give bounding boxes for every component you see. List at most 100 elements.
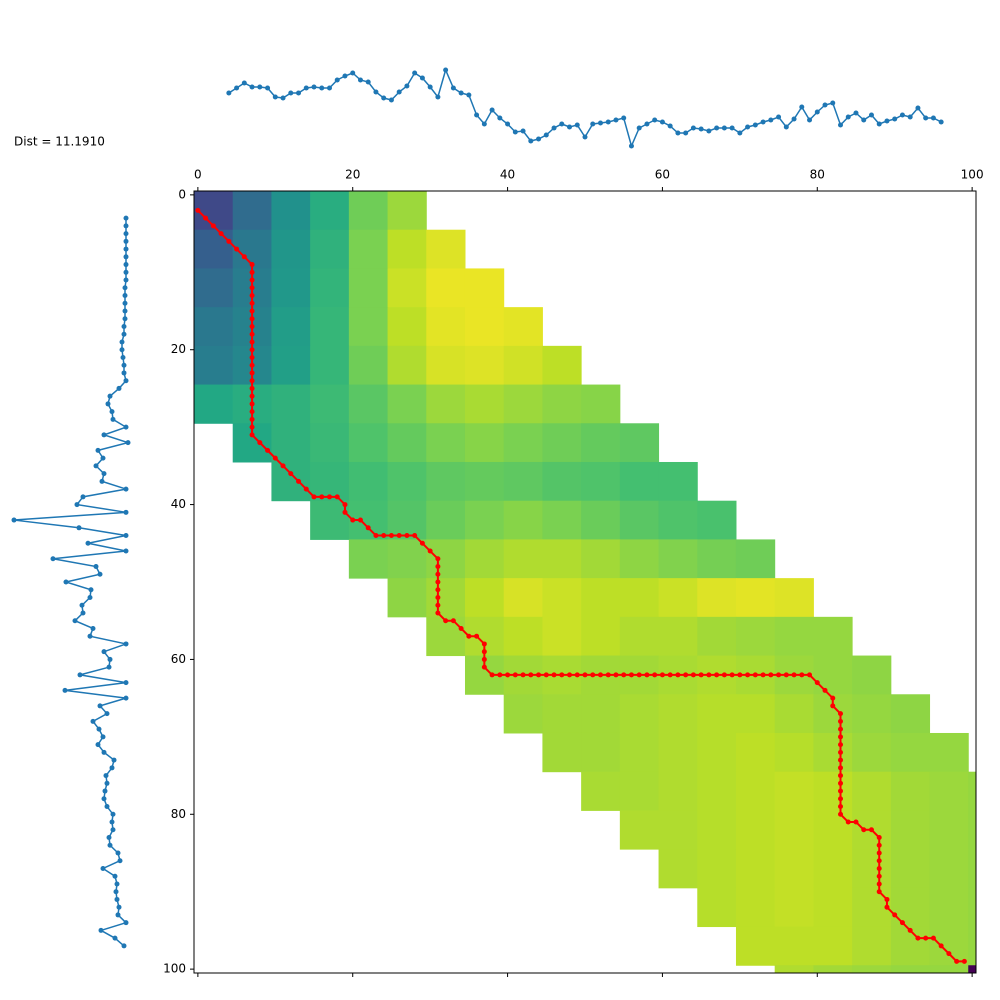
path-point <box>249 323 255 329</box>
path-point <box>412 533 418 539</box>
series-point <box>752 122 758 128</box>
heat-cell <box>735 732 776 773</box>
heat-cell <box>542 732 582 773</box>
heat-cell <box>581 500 621 540</box>
axes-frame <box>193 190 977 974</box>
heat-cell <box>658 810 698 850</box>
heat-cell <box>387 539 427 579</box>
heat-cell <box>426 616 466 657</box>
heat-cell <box>658 539 698 579</box>
series-point <box>11 517 17 523</box>
heat-cell <box>464 268 505 308</box>
series-point <box>93 564 99 570</box>
series-point <box>474 112 480 118</box>
heat-cell <box>194 229 234 269</box>
heat-cell <box>774 578 814 618</box>
path-point <box>613 672 619 678</box>
heat-cell <box>348 268 389 308</box>
path-point <box>249 393 255 399</box>
path-point <box>435 587 441 593</box>
heat-cell <box>968 849 976 889</box>
path-point <box>342 509 348 515</box>
heat-cell <box>310 307 350 347</box>
series-point <box>683 130 689 136</box>
series-point <box>110 416 116 422</box>
path-point <box>899 920 905 926</box>
series-point <box>97 571 103 577</box>
heat-cell <box>774 732 814 773</box>
path-point <box>621 672 627 678</box>
path-point <box>838 718 844 724</box>
heat-cell <box>852 965 892 973</box>
heat-cell <box>735 887 776 928</box>
path-point <box>497 672 503 678</box>
series-point <box>95 742 101 748</box>
series-point <box>125 440 131 446</box>
heat-cell <box>852 732 892 773</box>
path-point <box>597 672 603 678</box>
series-point <box>636 125 642 131</box>
series-point <box>481 121 487 127</box>
path-point <box>838 811 844 817</box>
heat-cell <box>581 423 621 463</box>
heat-cell <box>542 539 582 579</box>
heat-cell <box>619 461 660 502</box>
heat-cell <box>387 191 427 231</box>
heat-cell <box>929 887 969 928</box>
heat-cell <box>774 965 814 973</box>
path-point <box>876 865 882 871</box>
path-point <box>876 858 882 864</box>
series-point <box>93 463 99 469</box>
series-point <box>79 602 85 608</box>
heat-cell <box>658 578 698 618</box>
path-point <box>326 494 332 500</box>
path-point <box>961 958 967 964</box>
series-point <box>838 122 844 128</box>
path-point <box>845 819 851 825</box>
series-point <box>101 471 107 477</box>
path-point <box>296 478 302 484</box>
heat-cell <box>387 384 427 424</box>
series-point <box>334 77 340 83</box>
path-point <box>876 881 882 887</box>
heat-cell <box>348 191 389 231</box>
path-point <box>652 672 658 678</box>
series-point <box>123 680 129 686</box>
path-point <box>946 951 952 957</box>
series-point <box>87 594 93 600</box>
path-point <box>481 649 487 655</box>
path-point <box>241 254 247 260</box>
heat-cell <box>348 423 389 463</box>
path-point <box>799 672 805 678</box>
path-point <box>249 262 255 268</box>
series-point <box>234 85 240 91</box>
heat-cell <box>735 849 776 889</box>
heat-cell <box>387 345 427 386</box>
heat-cell <box>271 307 311 347</box>
heat-cell <box>464 307 505 347</box>
series-point <box>123 486 129 492</box>
series-point <box>76 525 82 531</box>
series-point <box>737 130 743 136</box>
series-point <box>257 84 263 90</box>
series-point <box>845 114 851 120</box>
y-tick-label: 100 <box>163 962 186 976</box>
heat-cell <box>387 578 427 618</box>
heat-cell <box>813 926 853 966</box>
heat-cell <box>735 926 776 966</box>
series-point <box>63 579 69 585</box>
series-point <box>123 269 129 275</box>
series-point <box>272 94 278 100</box>
heat-cell <box>929 732 969 773</box>
heat-cell <box>619 694 660 734</box>
series-point <box>605 119 611 125</box>
series-point <box>116 385 122 391</box>
heat-cell <box>619 539 660 579</box>
series-point <box>435 94 441 100</box>
heat-cell <box>464 500 505 540</box>
heat-cell <box>735 616 776 657</box>
series-point <box>121 943 127 949</box>
series-point <box>112 873 118 879</box>
path-point <box>776 672 782 678</box>
path-point <box>853 819 859 825</box>
